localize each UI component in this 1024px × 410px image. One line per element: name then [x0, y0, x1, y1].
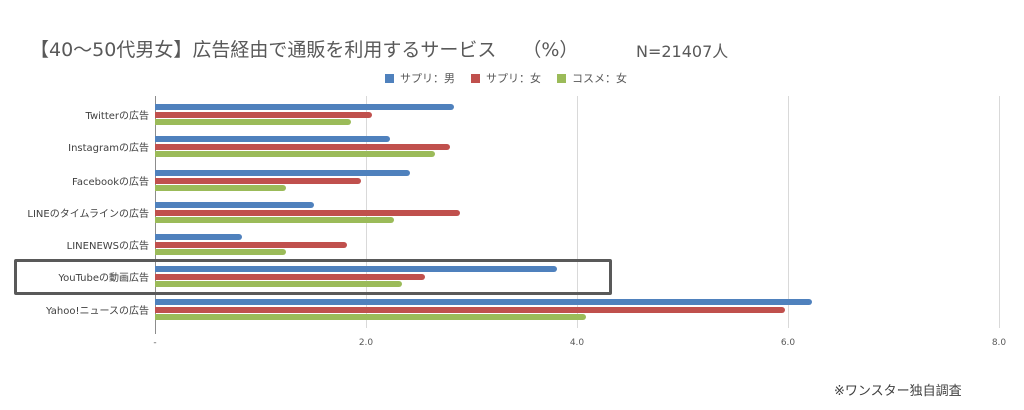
- category-row: Yahoo!ニュースの広告: [46, 299, 999, 321]
- sample-size: N=21407人: [636, 42, 729, 61]
- bar: [155, 306, 785, 313]
- chart-title-text: 【40〜50代男女】広告経由で通販を利用するサービス: [30, 39, 497, 61]
- category-label: LINENEWSの広告: [66, 241, 149, 252]
- legend-swatch: [385, 73, 394, 83]
- category-label: Instagramの広告: [68, 143, 149, 154]
- bar: [155, 217, 395, 223]
- category-row: YouTubeの動画広告: [58, 266, 999, 288]
- category-label: LINEのタイムラインの広告: [27, 209, 149, 220]
- x-tick-label: 2.0: [358, 338, 374, 348]
- bar: [155, 281, 402, 287]
- bar: [155, 111, 373, 118]
- bar: [155, 299, 813, 305]
- bar: [155, 266, 557, 272]
- legend-item: サプリ：男: [385, 70, 455, 86]
- category-row: LINENEWSの広告: [67, 234, 999, 256]
- category-label: Facebookの広告: [72, 177, 149, 188]
- legend-swatch: [471, 73, 480, 83]
- gridline: [788, 96, 789, 328]
- source-note: ※ワンスター独自調査: [834, 384, 962, 399]
- category-row: LINEのタイムラインの広告: [27, 202, 999, 224]
- category-label: Twitterの広告: [85, 111, 149, 122]
- legend-item: コスメ：女: [557, 70, 627, 86]
- x-tick-label: 8.0: [991, 338, 1007, 348]
- legend-label: コスメ：女: [572, 72, 627, 85]
- x-tick-label: 4.0: [569, 338, 585, 348]
- category-label: Yahoo!ニュースの広告: [46, 306, 149, 317]
- chart-unit: （%）: [522, 39, 579, 61]
- legend: サプリ：男 サプリ：女 コスメ：女: [385, 70, 627, 86]
- bar: [155, 136, 391, 142]
- bar: [155, 177, 361, 184]
- bar: [155, 119, 352, 125]
- gridline: [999, 96, 1000, 328]
- youtube-highlight-box: [14, 259, 612, 295]
- legend-label: サプリ：女: [486, 72, 541, 85]
- chart-title: 【40〜50代男女】広告経由で通販を利用するサービス （%）: [30, 35, 578, 62]
- legend-label: サプリ：男: [400, 72, 455, 85]
- bar: [155, 170, 411, 176]
- category-row: Facebookの広告: [72, 170, 999, 192]
- bar: [155, 241, 347, 248]
- bar: [155, 314, 587, 320]
- category-row: Twitterの広告: [85, 104, 999, 126]
- bar: [155, 249, 286, 255]
- bar: [155, 104, 454, 110]
- x-tick-label: 6.0: [780, 338, 796, 348]
- bar: [155, 143, 451, 150]
- plot-area: Twitterの広告 Instagramの広告 Facebookの広告 LINEのタイ…: [27, 96, 1000, 334]
- legend-swatch: [557, 73, 566, 83]
- bar: [155, 185, 286, 191]
- bar: [155, 202, 315, 208]
- category-row: Instagramの広告: [68, 136, 999, 158]
- x-tick-label: -: [153, 338, 157, 348]
- legend-item: サプリ：女: [471, 70, 541, 86]
- gridline: [577, 96, 578, 328]
- bar: [155, 151, 435, 157]
- category-label: YouTubeの動画広告: [58, 273, 149, 284]
- bar: [155, 273, 426, 280]
- bar: [155, 234, 242, 240]
- bar: [155, 209, 460, 216]
